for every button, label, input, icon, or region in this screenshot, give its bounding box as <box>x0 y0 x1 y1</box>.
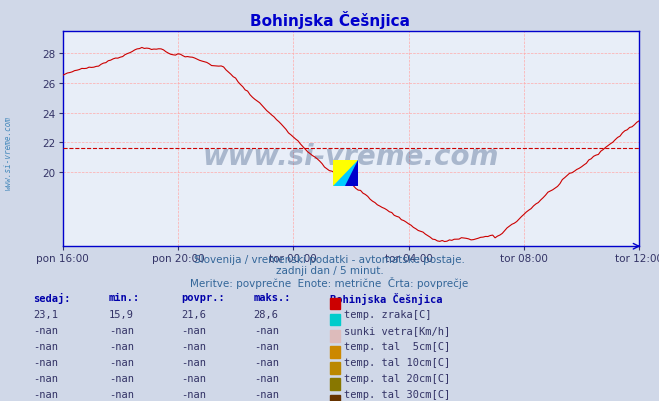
Text: 21,6: 21,6 <box>181 309 206 319</box>
Text: -nan: -nan <box>33 373 58 383</box>
Text: www.si-vreme.com: www.si-vreme.com <box>3 115 13 189</box>
Text: sedaj:: sedaj: <box>33 293 71 304</box>
Text: Meritve: povprečne  Enote: metrične  Črta: povprečje: Meritve: povprečne Enote: metrične Črta:… <box>190 276 469 288</box>
Text: -nan: -nan <box>109 373 134 383</box>
Text: -nan: -nan <box>254 341 279 351</box>
Text: -nan: -nan <box>181 373 206 383</box>
Text: temp. tal  5cm[C]: temp. tal 5cm[C] <box>344 341 450 351</box>
Text: 23,1: 23,1 <box>33 309 58 319</box>
Text: zadnji dan / 5 minut.: zadnji dan / 5 minut. <box>275 265 384 275</box>
Text: povpr.:: povpr.: <box>181 293 225 303</box>
Text: temp. zraka[C]: temp. zraka[C] <box>344 309 432 319</box>
Text: sunki vetra[Km/h]: sunki vetra[Km/h] <box>344 325 450 335</box>
Text: -nan: -nan <box>109 357 134 367</box>
Text: temp. tal 20cm[C]: temp. tal 20cm[C] <box>344 373 450 383</box>
Text: -nan: -nan <box>181 325 206 335</box>
Text: Bohinjska Češnjica: Bohinjska Češnjica <box>250 11 409 29</box>
Text: -nan: -nan <box>254 357 279 367</box>
Text: -nan: -nan <box>33 389 58 399</box>
Polygon shape <box>345 160 358 186</box>
Text: -nan: -nan <box>33 325 58 335</box>
Text: -nan: -nan <box>33 357 58 367</box>
Text: temp. tal 10cm[C]: temp. tal 10cm[C] <box>344 357 450 367</box>
Text: -nan: -nan <box>109 389 134 399</box>
Text: -nan: -nan <box>254 325 279 335</box>
Text: -nan: -nan <box>181 341 206 351</box>
Text: -nan: -nan <box>254 389 279 399</box>
Text: -nan: -nan <box>109 325 134 335</box>
Text: Slovenija / vremenski podatki - avtomatske postaje.: Slovenija / vremenski podatki - avtomats… <box>194 255 465 265</box>
Text: -nan: -nan <box>181 389 206 399</box>
Text: -nan: -nan <box>109 341 134 351</box>
Polygon shape <box>333 160 358 186</box>
Text: 28,6: 28,6 <box>254 309 279 319</box>
Text: 15,9: 15,9 <box>109 309 134 319</box>
Polygon shape <box>333 160 358 186</box>
Text: Bohinjska Češnjica: Bohinjska Češnjica <box>330 293 442 305</box>
Text: temp. tal 30cm[C]: temp. tal 30cm[C] <box>344 389 450 399</box>
Text: maks.:: maks.: <box>254 293 291 303</box>
Text: www.si-vreme.com: www.si-vreme.com <box>203 142 499 170</box>
Text: -nan: -nan <box>33 341 58 351</box>
Text: -nan: -nan <box>181 357 206 367</box>
Text: -nan: -nan <box>254 373 279 383</box>
Text: min.:: min.: <box>109 293 140 303</box>
